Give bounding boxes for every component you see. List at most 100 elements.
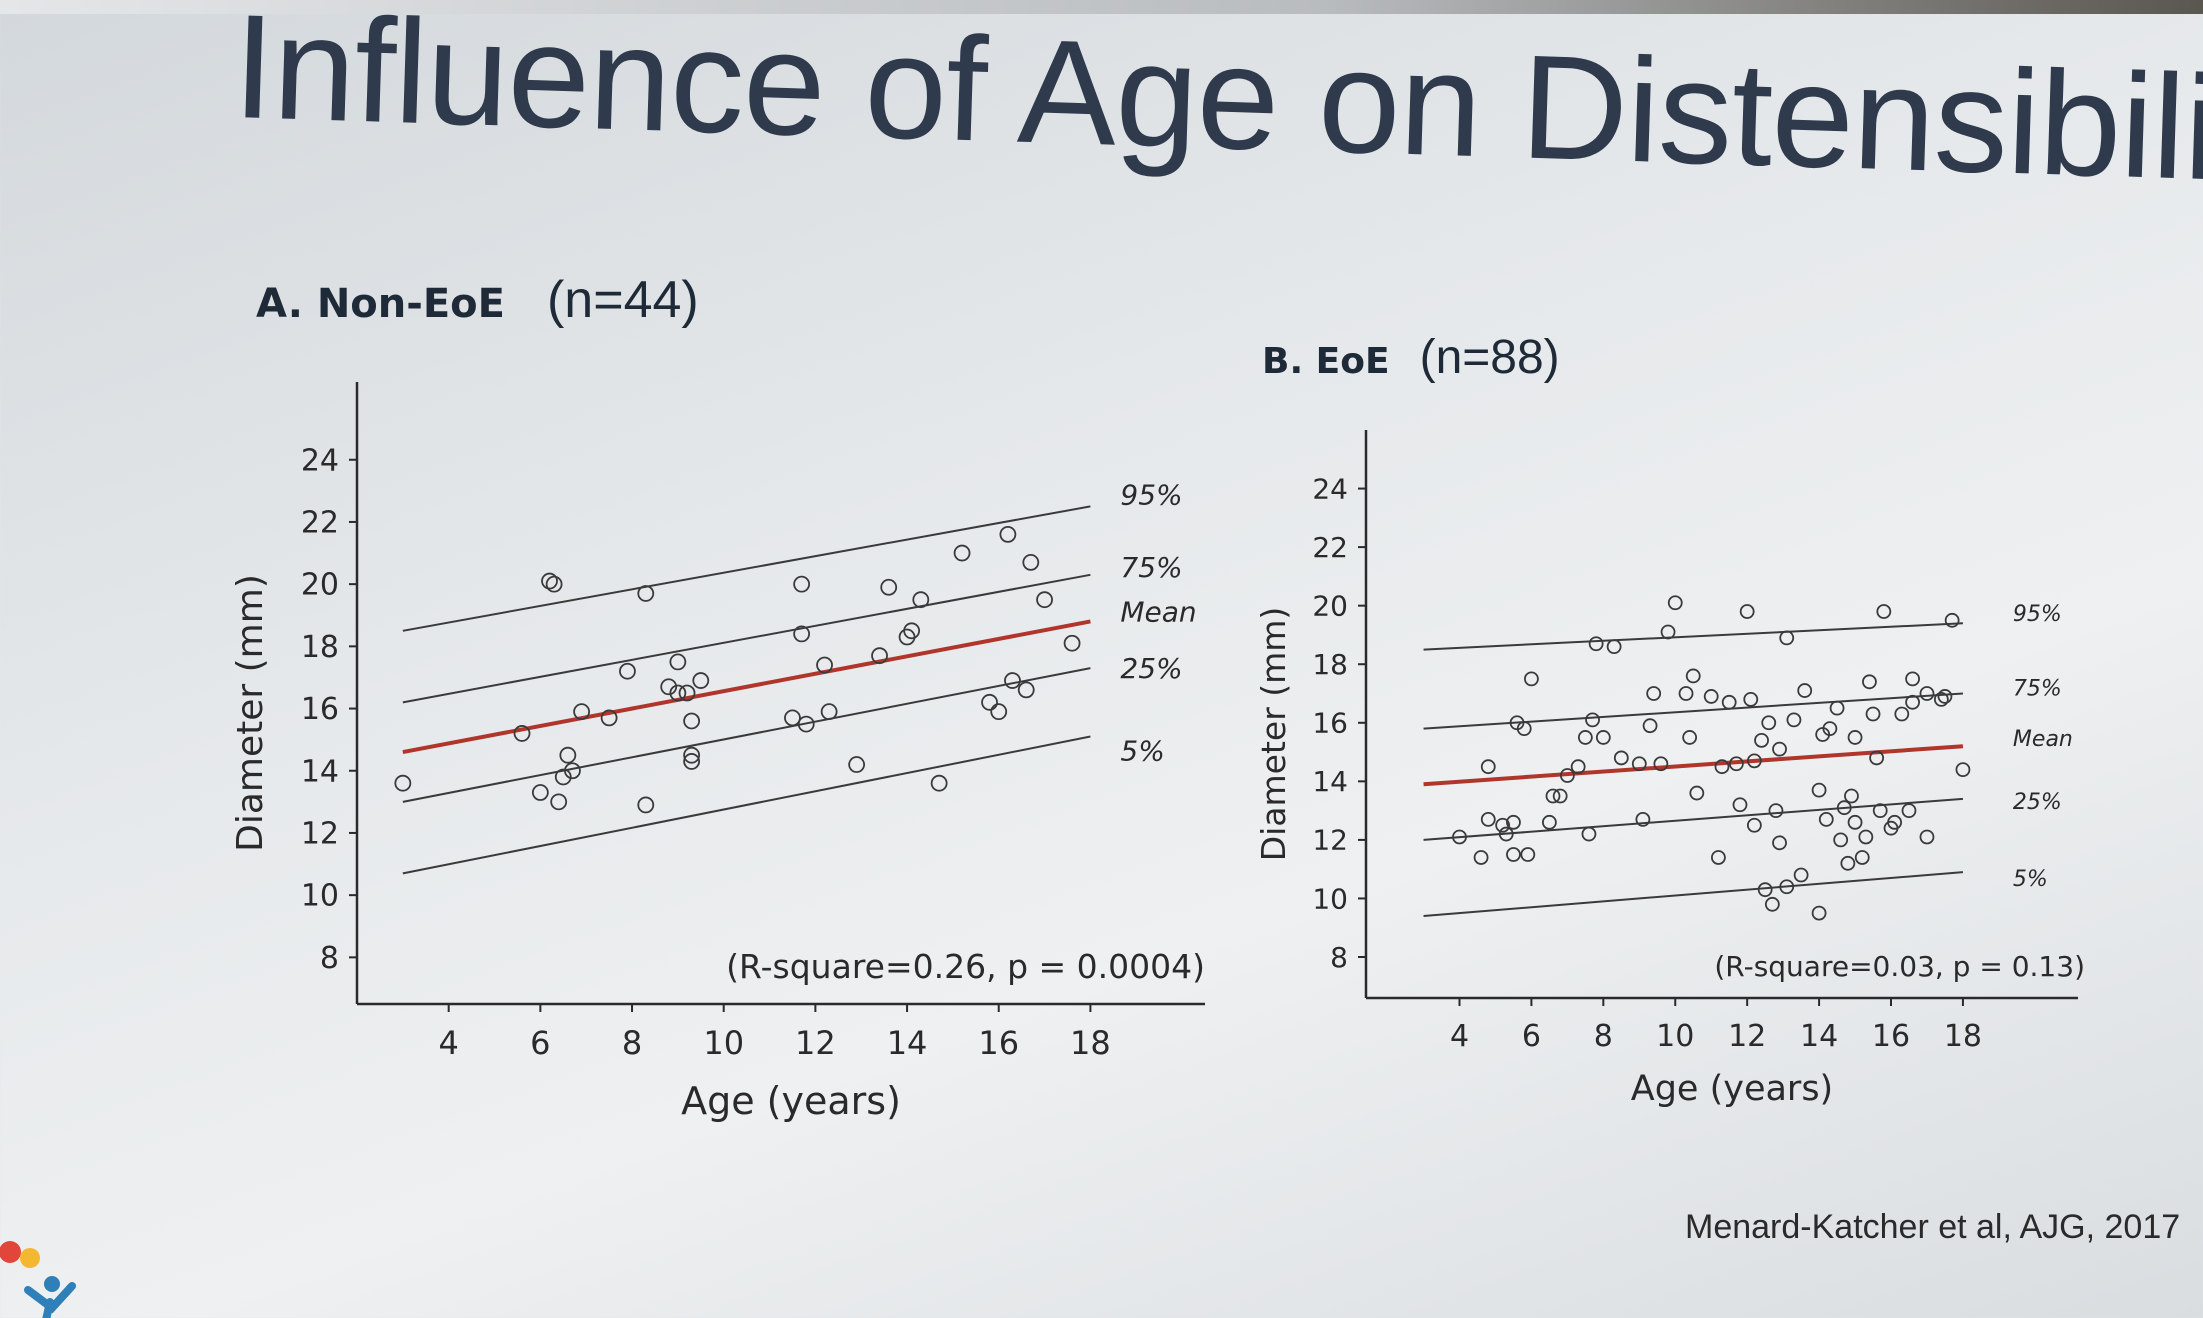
a-data-point	[559, 746, 577, 764]
b-data-point	[1829, 700, 1845, 716]
b-data-point	[1721, 694, 1737, 710]
a-data-point	[394, 774, 412, 792]
b-data-point	[1541, 814, 1557, 830]
a-data-point	[683, 746, 701, 764]
a-data-point	[784, 709, 801, 727]
b-line-label: 5%	[2013, 867, 2048, 892]
b-line-label: Mean	[2013, 727, 2073, 752]
b-data-point	[1955, 762, 1971, 778]
panel-a-label: A. Non-EoE	[256, 281, 505, 327]
a-data-point	[797, 715, 815, 733]
a-data-point	[619, 662, 636, 680]
b-data-point	[1682, 730, 1698, 745]
panel-a-title: A. Non-EoE (n=44)	[256, 270, 699, 330]
b-x-tick-label: 12	[1728, 1019, 1766, 1054]
b-data-point	[1606, 639, 1622, 655]
b-line-mean	[1423, 744, 1964, 787]
b-data-point	[1642, 718, 1658, 734]
a-data-point	[513, 725, 531, 742]
a-x-tick-label: 4	[438, 1024, 458, 1062]
a-data-point	[848, 756, 866, 773]
b-data-point	[1653, 756, 1669, 772]
b-data-point	[1545, 788, 1561, 804]
b-x-tick-label: 18	[1944, 1019, 1982, 1054]
b-data-point	[1685, 668, 1701, 684]
b-data-point	[1506, 847, 1521, 862]
b-data-point	[1667, 595, 1683, 611]
a-data-point	[820, 703, 838, 721]
b-data-point	[1797, 683, 1813, 698]
b-data-point	[1520, 847, 1536, 862]
b-data-point	[1714, 759, 1730, 775]
a-data-point	[660, 678, 678, 696]
a-data-point	[930, 774, 948, 792]
childrens-hospital-logo-icon	[0, 1241, 76, 1318]
a-data-point	[1017, 681, 1035, 699]
panel-b-label: B. EoE	[1262, 341, 1390, 382]
b-data-point	[1905, 694, 1920, 710]
panel-b-title: B. EoE (n=88)	[1262, 330, 1560, 385]
b-data-point	[1746, 817, 1762, 833]
a-line-label: 5%	[1120, 735, 1164, 768]
a-line-mean	[402, 619, 1091, 755]
b-data-point	[1498, 826, 1514, 842]
b-data-point	[1854, 850, 1870, 865]
b-data-point	[1847, 730, 1863, 745]
a-y-tick-label: 24	[301, 443, 339, 478]
b-data-point	[1577, 730, 1593, 745]
chart-eoe: 8 10 12 14 16 18 20 22 24 4 6 8 10 12 14 16 18 Age (years…	[1254, 430, 2085, 1109]
b-line-5pct	[1423, 871, 1964, 918]
b-data-point	[1840, 855, 1856, 871]
a-x-axis-label: Age (years)	[681, 1079, 901, 1123]
b-line-label: 75%	[2013, 677, 2062, 702]
b-data-point	[1761, 715, 1777, 731]
b-y-tick-label: 8	[1330, 941, 1348, 974]
a-data-point	[683, 712, 701, 730]
a-line-label: Mean	[1120, 595, 1196, 628]
citation: Menard-Katcher et al, AJG, 2017	[1685, 1208, 2181, 1246]
b-data-point	[1779, 879, 1795, 895]
b-line-95pct	[1423, 622, 1963, 651]
panel-b-sample-size: (n=88)	[1419, 331, 1560, 384]
a-data-point	[678, 684, 696, 702]
b-data-point	[1473, 850, 1489, 865]
b-data-point	[1772, 835, 1787, 851]
a-data-point	[637, 585, 655, 602]
a-data-point	[871, 647, 888, 665]
b-data-point	[1524, 671, 1539, 687]
a-line-75pct	[402, 573, 1091, 704]
slide-top-band	[0, 0, 2203, 14]
a-data-point	[669, 684, 687, 702]
a-y-tick-label: 8	[320, 941, 339, 976]
b-data-point	[1811, 782, 1827, 798]
a-data-point	[531, 784, 549, 801]
a-data-point	[912, 591, 930, 609]
a-data-point	[573, 703, 591, 721]
b-y-tick-label: 18	[1312, 648, 1348, 681]
b-data-point	[1862, 674, 1877, 690]
a-data-point	[564, 762, 581, 780]
b-x-tick-label: 6	[1522, 1019, 1541, 1054]
b-data-point	[1764, 896, 1780, 912]
b-y-tick-label: 22	[1312, 531, 1348, 564]
b-data-point	[1858, 829, 1874, 845]
b-y-tick-label: 16	[1312, 707, 1348, 740]
b-y-tick-label: 24	[1312, 472, 1348, 505]
b-data-point	[1746, 753, 1762, 769]
a-line-5pct	[402, 735, 1091, 875]
b-data-point	[1887, 814, 1903, 830]
b-y-axis-label: Diameter (mm)	[1254, 607, 1293, 862]
b-x-axis-label: Age (years)	[1631, 1069, 1833, 1109]
b-data-point	[1660, 624, 1676, 640]
b-data-point	[1732, 797, 1748, 813]
b-data-point	[1570, 759, 1586, 775]
a-data-point	[793, 575, 811, 593]
a-data-point	[999, 525, 1017, 543]
a-data-point	[692, 672, 710, 689]
b-data-point	[1844, 788, 1859, 804]
a-data-point	[1063, 634, 1081, 652]
b-data-point	[1937, 689, 1953, 704]
b-data-point	[1495, 817, 1511, 833]
b-data-point	[1933, 691, 1949, 707]
a-x-tick-label: 12	[795, 1024, 836, 1062]
